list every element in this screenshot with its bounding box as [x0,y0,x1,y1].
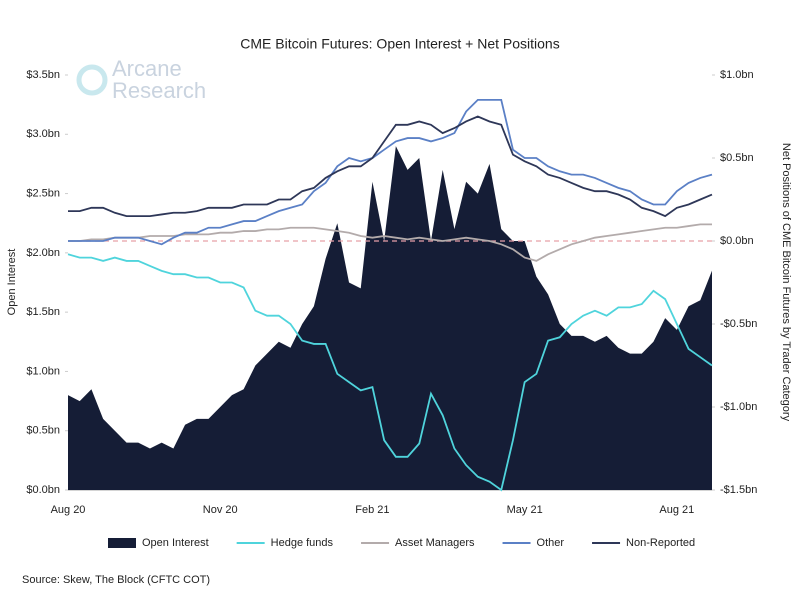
y2-tick-label: -$0.5bn [720,318,757,330]
y-tick-label: $2.5bn [26,187,60,199]
y2-tick-label: $0.5bn [720,152,754,164]
source: Source: Skew, The Block (CFTC COT) [22,574,210,586]
line [68,115,713,218]
legend-label: Asset Managers [395,537,475,549]
chart-title: CME Bitcoin Futures: Open Interest + Net… [240,36,559,52]
line [68,223,712,262]
y2-tick-label: $0.0bn [720,235,754,247]
legend-label: Other [537,537,565,549]
x-tick-label: Nov 20 [203,504,238,516]
legend-label: Hedge funds [271,537,334,549]
y-tick-label: $3.0bn [26,128,60,140]
area [68,146,712,490]
line [68,99,713,246]
watermark: Research [112,78,206,103]
legend-label: Open Interest [142,537,209,549]
y-tick-label: $3.5bn [26,69,60,81]
y-axis-label: Open Interest [6,249,18,316]
y2-axis-label: Net Positions of CME Bitcoin Futures by … [780,143,792,422]
x-tick-label: Aug 20 [51,504,86,516]
line [67,253,713,492]
watermark: Arcane [112,56,182,81]
y2-tick-label: -$1.5bn [720,484,757,496]
x-tick-label: Feb 21 [355,504,389,516]
y-tick-label: $1.0bn [26,365,60,377]
x-tick-label: Aug 21 [659,504,694,516]
y-tick-label: $2.0bn [26,247,60,259]
legend-swatch [108,538,136,548]
x-tick-label: May 21 [507,504,543,516]
y-tick-label: $1.5bn [26,306,60,318]
y-tick-label: $0.0bn [26,484,60,496]
y-tick-label: $0.5bn [26,425,60,437]
legend-label: Non-Reported [626,537,695,549]
watermark-logo [76,64,108,96]
y2-tick-label: $1.0bn [720,69,754,81]
y2-tick-label: -$1.0bn [720,401,757,413]
